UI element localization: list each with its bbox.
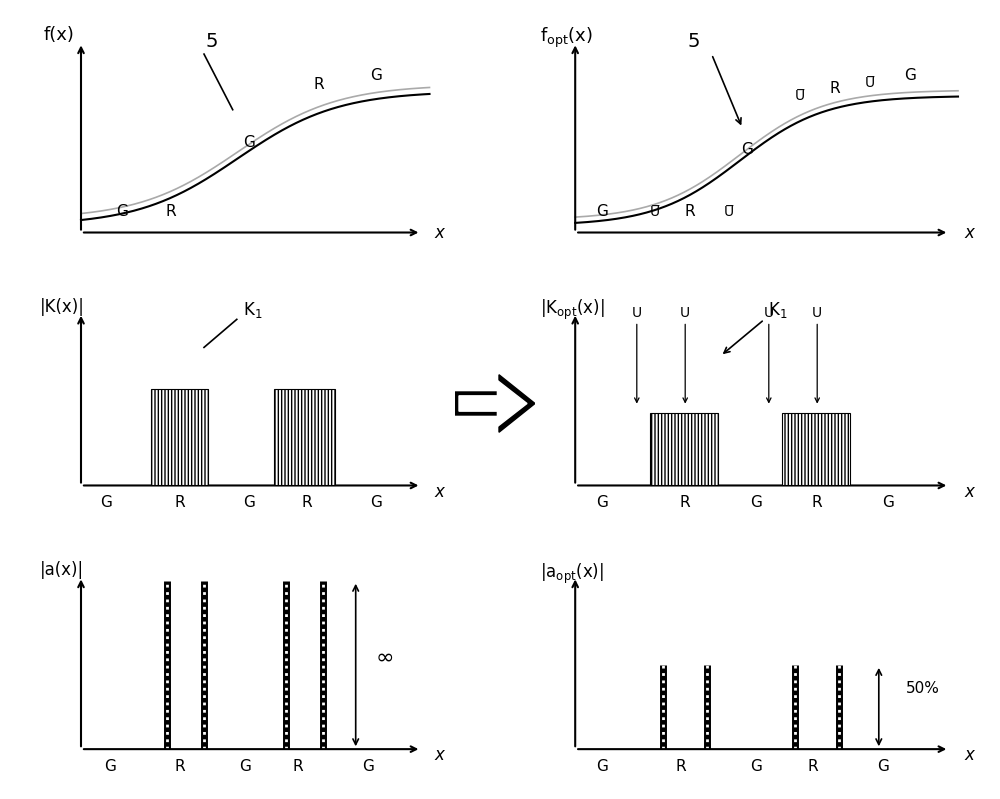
Text: U: U: [632, 306, 642, 320]
Text: 5: 5: [206, 32, 218, 51]
Text: G: G: [741, 141, 753, 157]
Polygon shape: [455, 375, 535, 432]
Text: G: G: [596, 205, 608, 219]
Text: $\mathregular{K_1}$: $\mathregular{K_1}$: [768, 300, 787, 320]
Text: G: G: [596, 495, 608, 510]
Text: $\mathregular{f_{opt}(x)}$: $\mathregular{f_{opt}(x)}$: [540, 26, 593, 50]
Text: G: G: [882, 495, 894, 510]
Text: x: x: [964, 746, 974, 764]
Text: G: G: [243, 135, 255, 149]
Text: x: x: [435, 224, 445, 242]
Text: R: R: [675, 759, 686, 773]
Text: U: U: [764, 306, 774, 320]
Text: G: G: [239, 759, 251, 773]
Text: U̅: U̅: [649, 205, 659, 219]
Text: x: x: [964, 483, 974, 500]
Text: G: G: [596, 759, 608, 773]
Text: U̅: U̅: [795, 89, 805, 103]
Text: $\infty$: $\infty$: [375, 646, 393, 666]
Text: G: G: [904, 68, 916, 82]
Text: R: R: [174, 495, 185, 510]
Polygon shape: [459, 380, 527, 427]
Bar: [650, 413, 718, 486]
Text: R: R: [812, 495, 823, 510]
Text: R: R: [684, 205, 695, 219]
Text: x: x: [964, 224, 974, 242]
Text: x: x: [435, 483, 445, 500]
Text: |K(x)|: |K(x)|: [40, 298, 85, 316]
Text: R: R: [807, 759, 818, 773]
Text: G: G: [104, 759, 116, 773]
Bar: [274, 389, 335, 486]
Text: G: G: [370, 68, 382, 82]
Text: G: G: [877, 759, 889, 773]
Text: R: R: [174, 759, 185, 773]
Text: G: G: [362, 759, 374, 773]
Text: U̅: U̅: [724, 205, 734, 219]
Text: R: R: [829, 81, 840, 97]
Text: R: R: [166, 205, 177, 219]
Text: G: G: [100, 495, 112, 510]
Text: G: G: [750, 759, 762, 773]
Text: R: R: [293, 759, 304, 773]
Text: $\mathregular{|K_{opt}(x)|}$: $\mathregular{|K_{opt}(x)|}$: [540, 298, 605, 322]
Text: |a(x)|: |a(x)|: [40, 562, 84, 579]
Text: R: R: [313, 77, 324, 92]
Text: 50%: 50%: [906, 682, 940, 696]
Bar: [151, 389, 208, 486]
Text: f(x): f(x): [44, 26, 75, 44]
Text: G: G: [370, 495, 382, 510]
Text: G: G: [243, 495, 255, 510]
Text: 5: 5: [688, 32, 700, 51]
Text: x: x: [435, 746, 445, 764]
Text: $\mathregular{K_1}$: $\mathregular{K_1}$: [243, 300, 263, 320]
Bar: [782, 413, 850, 486]
Text: R: R: [301, 495, 312, 510]
Text: G: G: [116, 205, 128, 219]
Text: U: U: [680, 306, 690, 320]
Text: U̅: U̅: [865, 76, 875, 89]
Text: U: U: [812, 306, 822, 320]
Text: G: G: [750, 495, 762, 510]
Text: $\mathregular{|a_{opt}(x)|}$: $\mathregular{|a_{opt}(x)|}$: [540, 562, 604, 586]
Text: R: R: [680, 495, 691, 510]
